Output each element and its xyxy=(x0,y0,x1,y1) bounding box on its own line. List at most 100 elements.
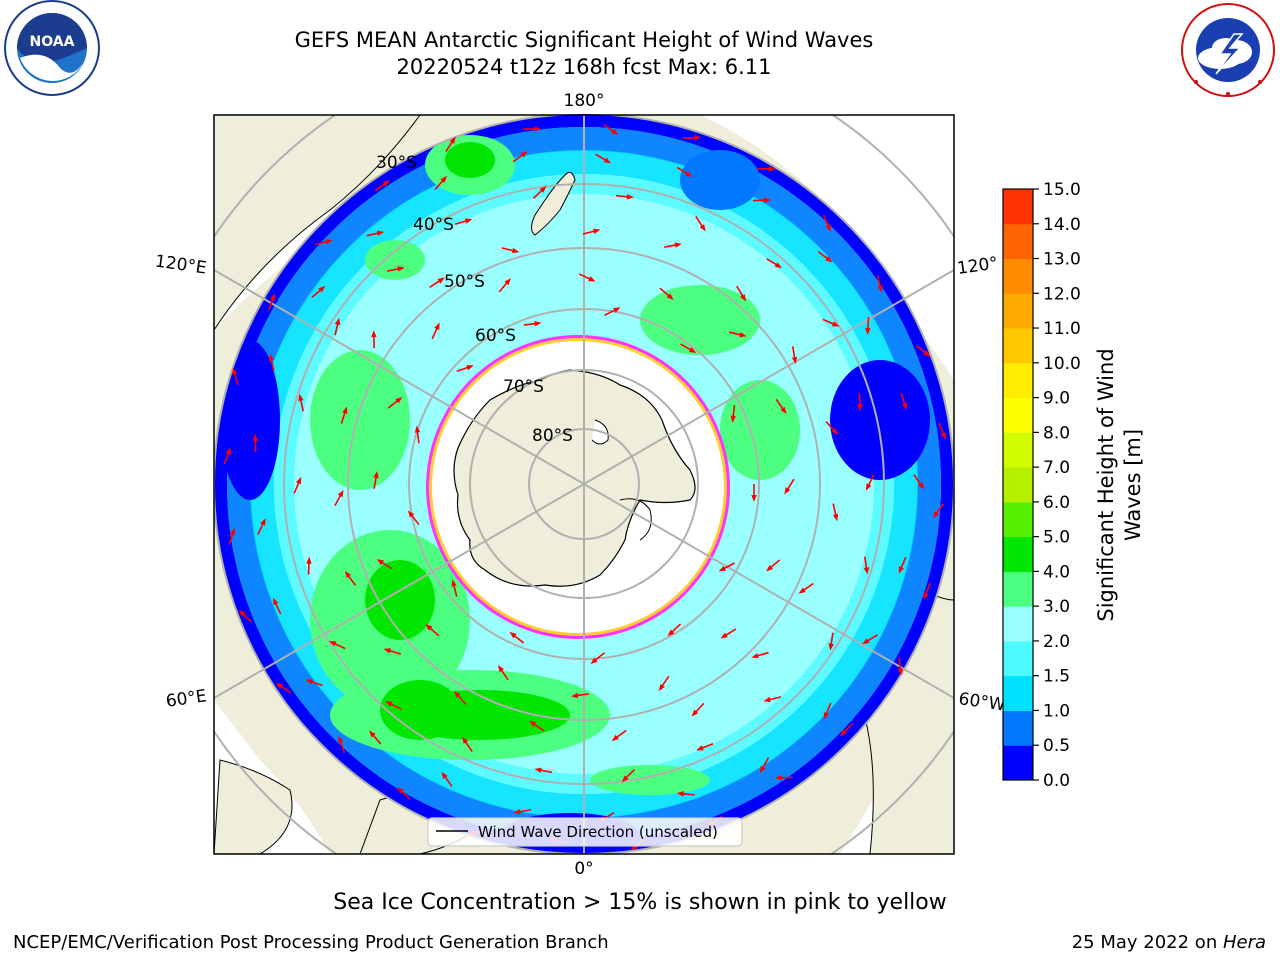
wind-arrow xyxy=(512,151,528,163)
wind-arrow xyxy=(615,194,634,200)
colorbar-segment xyxy=(1003,223,1033,260)
colorbar-tick-label: 2.0 xyxy=(1043,632,1070,652)
colorbar-segment xyxy=(1003,710,1033,746)
credit-text: NCEP/EMC/Verification Post Processing Pr… xyxy=(13,932,609,953)
wind-arrow xyxy=(680,343,697,353)
map-frame xyxy=(213,114,955,855)
date-stamp: 25 May 2022 on Hera xyxy=(1072,932,1266,953)
wind-arrow xyxy=(462,736,473,753)
colorbar-segment xyxy=(1003,293,1033,329)
colorbar-segment xyxy=(1003,501,1033,538)
wind-arrow xyxy=(311,285,326,299)
colorbar-segment xyxy=(1003,189,1033,225)
colorbar-tick-label: 1.5 xyxy=(1043,667,1070,687)
wind-arrow xyxy=(765,559,781,572)
wind-arrow xyxy=(414,425,421,444)
colorbar-tick-label: 15.0 xyxy=(1043,180,1081,200)
lat-label-40s: 40°S xyxy=(413,215,454,235)
wind-arrow xyxy=(590,652,605,665)
wind-arrow xyxy=(374,180,390,192)
wind-arrow xyxy=(453,690,467,705)
colorbar-tick-label: 5.0 xyxy=(1043,528,1070,548)
wind-arrow xyxy=(595,153,612,164)
map-title: GEFS MEAN Antarctic Significant Height o… xyxy=(294,28,874,52)
wind-arrow xyxy=(857,393,863,412)
wind-arrow xyxy=(757,166,776,172)
wind-arrow xyxy=(611,729,627,742)
wind-arrow xyxy=(238,609,253,623)
wind-arrow xyxy=(334,489,344,507)
wind-arrow xyxy=(730,404,736,423)
sea-ice-note: Sea Ice Concentration > 15% is shown in … xyxy=(333,890,947,915)
wind-arrow xyxy=(383,648,401,655)
colorbar-tick-label: 0.5 xyxy=(1043,736,1070,756)
wind-arrow xyxy=(862,634,878,645)
wind-arrow xyxy=(676,166,693,177)
wind-arrow xyxy=(621,768,636,783)
wind-arrow xyxy=(822,318,840,327)
lon-label-0: 0° xyxy=(574,859,593,879)
colorbar-tick-label: 7.0 xyxy=(1043,458,1070,478)
legend-label: Wind Wave Direction (unscaled) xyxy=(478,823,718,841)
wind-arrow xyxy=(774,775,793,781)
wind-arrow xyxy=(376,559,393,570)
wind-arrow xyxy=(696,743,714,751)
wind-arrow xyxy=(825,421,839,436)
wind-arrow xyxy=(865,316,871,335)
wind-arrow xyxy=(373,471,379,489)
wind-arrow xyxy=(667,623,682,637)
colorbar-tick-label: 10.0 xyxy=(1043,354,1081,374)
wind-arrows xyxy=(223,123,946,851)
wind-arrow xyxy=(900,392,908,411)
wind-arrow xyxy=(766,258,783,269)
wind-arrow xyxy=(445,136,456,153)
colorbar-segment xyxy=(1003,258,1033,294)
colorbar-label-line1: Significant Height of Wind xyxy=(1094,348,1118,621)
colorbar-label-line2: Waves [m] xyxy=(1121,429,1145,541)
wind-arrow xyxy=(932,503,945,519)
wind-arrow xyxy=(272,597,282,615)
colorbar-tick-label: 12.0 xyxy=(1043,284,1081,304)
wind-arrow xyxy=(257,518,266,535)
wind-arrow xyxy=(315,239,333,246)
noaa-logo-icon: NOAA xyxy=(4,0,100,96)
wind-arrow xyxy=(523,320,542,327)
wind-arrow xyxy=(371,330,377,349)
wind-arrow xyxy=(366,230,385,237)
wind-arrow xyxy=(798,582,814,594)
wind-arrow xyxy=(728,331,747,338)
colorbar-segment xyxy=(1003,745,1033,781)
wind-arrow xyxy=(923,582,931,601)
colorbar-tick-label: 14.0 xyxy=(1043,215,1081,235)
wind-arrow xyxy=(293,476,302,494)
wind-arrow xyxy=(763,696,782,703)
lon-label-120e: 120°E xyxy=(154,252,208,279)
lat-label-50s: 50°S xyxy=(444,272,485,292)
lon-label-60e: 60°E xyxy=(165,686,208,711)
wind-arrow xyxy=(691,702,705,717)
wind-arrow xyxy=(775,398,787,414)
wind-arrow xyxy=(839,722,854,737)
wind-arrow xyxy=(306,556,312,575)
colorbar-tick-label: 6.0 xyxy=(1043,493,1070,513)
nws-logo-icon xyxy=(1181,3,1275,97)
wind-arrow xyxy=(431,322,440,340)
wind-arrow xyxy=(369,730,382,745)
colorbar-segment xyxy=(1003,362,1033,399)
wind-arrow xyxy=(822,214,831,232)
colorbar-tick-label: 8.0 xyxy=(1043,423,1070,443)
wind-arrow xyxy=(897,657,904,676)
wind-arrow xyxy=(498,278,511,293)
wind-arrow xyxy=(603,123,619,135)
wind-arrow xyxy=(718,562,735,572)
wind-arrow xyxy=(268,353,275,372)
wind-arrow xyxy=(578,273,596,282)
wind-arrow xyxy=(532,185,547,200)
wind-arrow xyxy=(683,134,702,141)
wind-arrow xyxy=(913,474,925,490)
wind-arrow xyxy=(338,735,346,754)
wind-arrow xyxy=(334,317,341,336)
noaa-logo-text: NOAA xyxy=(30,34,75,50)
wind-arrow xyxy=(570,692,589,699)
wind-arrow xyxy=(305,679,323,687)
